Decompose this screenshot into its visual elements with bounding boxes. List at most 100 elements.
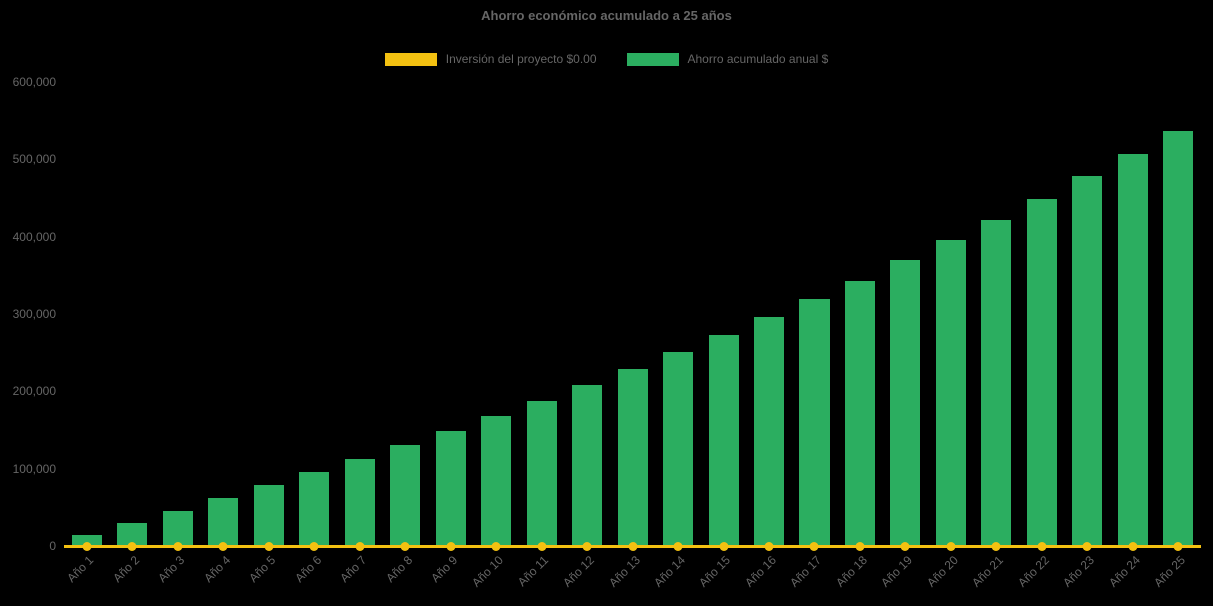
legend-label: Inversión del proyecto $0.00 (445, 52, 597, 66)
category-slot: Año 11 (515, 82, 564, 589)
line-point-marker (537, 542, 547, 551)
category-slot: Año 22 (1015, 82, 1064, 590)
y-axis: 0 100,000 200,000 300,000 400,000 500,000 600,… (0, 75, 56, 553)
category-slot: Año 6 (291, 82, 336, 585)
bar (71, 535, 102, 546)
line-point-marker (400, 542, 410, 551)
x-axis-label: Año 10 (469, 553, 507, 590)
legend: Inversión del proyecto $0.00 Ahorro acumu… (0, 52, 1213, 66)
line-point-marker (1037, 542, 1047, 551)
category-slot: Año 14 (651, 82, 700, 590)
bar (799, 298, 830, 546)
bar (162, 511, 193, 546)
x-axis-label: Año 16 (742, 553, 779, 590)
y-axis-tick-label: 300,000 (12, 307, 56, 321)
x-axis-label: Año 8 (382, 553, 416, 586)
line-point-marker (491, 542, 501, 551)
line-point-marker (218, 542, 228, 551)
bar (1163, 130, 1194, 546)
bar (708, 334, 739, 546)
x-axis-label: Año 23 (1060, 553, 1098, 590)
category-slot: Año 25 (1151, 82, 1201, 590)
line-point-marker (127, 542, 137, 551)
line-point-marker (355, 542, 365, 551)
category-slot: Año 21 (970, 82, 1019, 590)
x-axis-label: Año 15 (696, 553, 734, 590)
category-slot: Año 5 (246, 82, 291, 585)
legend-swatch-icon (384, 52, 437, 66)
category-slot: Año 20 (924, 82, 973, 590)
bar (663, 351, 694, 546)
line-point-marker (719, 542, 729, 551)
category-slot: Año 17 (788, 82, 837, 590)
x-axis-label: Año 12 (560, 553, 597, 590)
legend-item[interactable]: Ahorro acumulado anual $ (626, 52, 828, 66)
x-axis-label: Año 14 (651, 553, 688, 590)
line-point-marker (628, 542, 638, 551)
bar (890, 259, 921, 546)
x-axis-label: Año 17 (787, 553, 825, 590)
line-point-marker (1173, 542, 1183, 551)
x-axis-label: Año 7 (337, 553, 370, 586)
line-point-marker (1128, 542, 1138, 551)
x-axis-label: Año 13 (605, 553, 643, 590)
line-point-marker (309, 542, 319, 551)
bar (935, 239, 966, 546)
bar (572, 385, 603, 546)
y-axis-tick-label: 0 (49, 539, 56, 553)
category-slot: Año 8 (382, 82, 427, 585)
y-axis-tick-label: 200,000 (12, 384, 56, 399)
category-slot: Año 3 (155, 82, 200, 585)
line-point-marker (991, 542, 1001, 551)
x-axis-label: Año 21 (969, 553, 1007, 590)
x-axis-label: Año 4 (201, 553, 234, 586)
line-point-marker (809, 542, 819, 551)
x-axis-label: Año 19 (878, 553, 916, 590)
category-slot: Año 16 (742, 82, 791, 590)
bar (208, 498, 239, 546)
bar (481, 416, 512, 546)
x-axis-label: Año 18 (833, 553, 870, 590)
bar (253, 484, 284, 546)
bar (117, 522, 148, 546)
bar (844, 280, 875, 546)
x-axis-label: Año 1 (64, 553, 97, 586)
x-axis-label: Año 24 (1105, 553, 1143, 590)
x-axis-label: Año 11 (515, 553, 552, 590)
x-axis-label: Año 5 (246, 553, 279, 586)
x-axis-label: Año 6 (291, 553, 325, 586)
bar (1072, 176, 1103, 546)
x-axis-label: Año 25 (1151, 553, 1189, 590)
line-point-marker (173, 542, 183, 551)
bar (390, 444, 421, 546)
bar (1026, 198, 1057, 546)
category-slot: Año 19 (879, 82, 928, 590)
category-slot: Año 2 (109, 82, 154, 585)
line-point-marker (764, 542, 774, 551)
legend-item[interactable]: Inversión del proyecto $0.00 (384, 52, 597, 66)
plot-area: Año 1 Año 2 Año 3 Año 4 Año 5 Año 6 Año 7 Año 8… (64, 82, 1201, 590)
y-axis-tick-label: 400,000 (12, 229, 56, 244)
category-slot: Año 10 (469, 82, 518, 590)
bar (435, 430, 466, 546)
y-axis-tick-label: 500,000 (12, 152, 56, 167)
bar (299, 471, 330, 546)
line-point-marker (900, 542, 910, 551)
category-slot: Año 1 (64, 82, 109, 585)
bar (617, 368, 648, 546)
category-slot: Año 13 (606, 82, 655, 590)
x-axis-label: Año 2 (110, 553, 143, 586)
category-slot: Año 15 (697, 82, 746, 590)
x-axis-label: Año 9 (428, 553, 461, 586)
category-slot: Año 24 (1106, 82, 1155, 590)
line-point-marker (673, 542, 683, 551)
bar (754, 317, 785, 546)
x-axis-label: Año 22 (1015, 553, 1052, 590)
line-point-marker (582, 542, 592, 551)
line-point-marker (1082, 542, 1092, 551)
line-point-marker (855, 542, 865, 551)
bar (526, 400, 557, 546)
bar (344, 458, 375, 546)
y-axis-tick-label: 600,000 (12, 75, 56, 89)
